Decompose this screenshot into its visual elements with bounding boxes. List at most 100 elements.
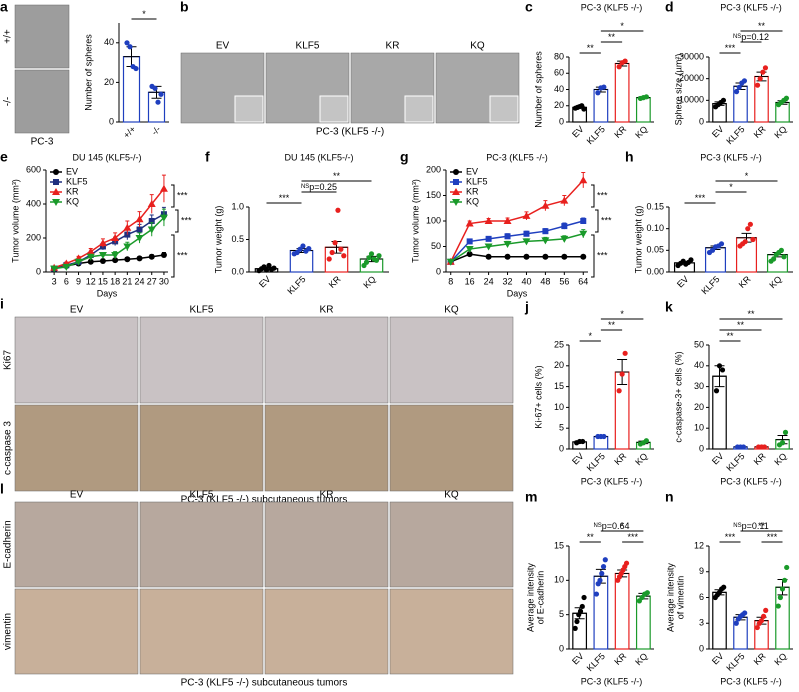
data-point bbox=[338, 246, 344, 252]
x-tick-label: KR bbox=[737, 274, 753, 290]
panel-letter: k bbox=[665, 299, 673, 315]
image-caption: PC-3 (KLF5 -/-) subcutaneous tumors bbox=[181, 678, 348, 689]
data-point bbox=[485, 235, 492, 242]
y-tick-label: 0 bbox=[699, 116, 704, 126]
y-tick-label: 0.05 bbox=[646, 245, 664, 255]
data-point bbox=[368, 251, 375, 257]
data-point bbox=[74, 258, 83, 266]
data-point bbox=[750, 236, 756, 243]
data-point bbox=[542, 228, 549, 235]
data-point bbox=[775, 603, 781, 609]
significance-label: NSp=0.11 bbox=[733, 521, 768, 531]
column-label: KLF5 bbox=[296, 41, 320, 52]
data-point bbox=[643, 94, 649, 100]
y-tick-label: 0.10 bbox=[646, 223, 664, 233]
data-point bbox=[579, 176, 588, 184]
y-tick-label: 80 bbox=[554, 51, 564, 61]
x-tick-label: KLF5 bbox=[699, 274, 721, 296]
data-point bbox=[619, 371, 625, 377]
data-point bbox=[136, 255, 143, 262]
significance-label: *** bbox=[597, 190, 608, 200]
significance-label: *** bbox=[601, 215, 612, 225]
x-tick-label: KLF5 bbox=[724, 124, 746, 146]
y-axis-label: Sphere size (µm²) bbox=[673, 54, 683, 126]
data-point bbox=[719, 367, 726, 373]
significance-text: * bbox=[142, 9, 146, 19]
data-point bbox=[446, 258, 455, 266]
significance-label: ** bbox=[587, 43, 595, 53]
micrograph bbox=[264, 316, 389, 404]
significance-ns: NS bbox=[593, 523, 601, 529]
image-caption: PC-3 (KLF5 -/-) bbox=[316, 127, 384, 138]
significance-text: p=0.64 bbox=[602, 521, 630, 531]
column-label: KR bbox=[320, 490, 334, 501]
panel-letter: n bbox=[665, 489, 674, 505]
series-line bbox=[53, 213, 165, 270]
data-point bbox=[124, 256, 131, 263]
x-tick-label: KQ bbox=[772, 451, 788, 467]
data-point bbox=[560, 196, 569, 204]
y-tick-label: 150 bbox=[426, 190, 441, 200]
chart-title: PC-3 (KLF5 -/-) bbox=[720, 2, 782, 12]
data-point bbox=[50, 265, 59, 273]
data-point bbox=[600, 564, 607, 570]
chart-title: DU 145 (KLF5-/-) bbox=[284, 152, 353, 162]
data-point bbox=[579, 230, 588, 238]
y-tick-label: 0 bbox=[559, 116, 564, 126]
y-axis-label: of vimentin bbox=[675, 576, 685, 620]
panel-letter: b bbox=[180, 0, 189, 15]
significance-label: *** bbox=[695, 193, 706, 203]
data-point bbox=[580, 253, 587, 260]
data-point bbox=[783, 95, 790, 101]
significance-text: p=0.12 bbox=[741, 32, 769, 42]
data-point bbox=[643, 438, 649, 444]
bar bbox=[712, 375, 727, 450]
micrograph bbox=[264, 501, 389, 588]
significance-text: *** bbox=[695, 193, 706, 203]
legend-label: KR bbox=[466, 186, 479, 196]
significance-label: *** bbox=[725, 43, 736, 53]
data-point bbox=[560, 235, 569, 243]
data-point bbox=[542, 253, 549, 260]
column-label: KQ bbox=[444, 305, 459, 316]
legend-marker bbox=[52, 199, 60, 206]
y-tick-label: 40 bbox=[554, 84, 564, 94]
chart-title: PC-3 (KLF5 -/-) bbox=[581, 2, 643, 12]
x-tick-label: EV bbox=[570, 451, 586, 467]
y-tick-label: 30000 bbox=[679, 51, 704, 61]
x-tick-label: 6 bbox=[64, 276, 69, 286]
x-axis-label: PC-3 (KLF5 -/-) bbox=[581, 676, 643, 686]
legend-marker bbox=[453, 169, 459, 175]
legend-marker bbox=[52, 188, 60, 195]
x-tick-label: KLF5 bbox=[724, 651, 746, 673]
x-tick-label: -/- bbox=[150, 124, 163, 137]
bar bbox=[712, 591, 727, 650]
significance-text: p=0.25 bbox=[309, 182, 337, 192]
image-caption: PC-3 bbox=[31, 137, 54, 148]
data-point bbox=[733, 89, 740, 95]
x-tick-label: 24 bbox=[484, 276, 494, 286]
significance-label: * bbox=[142, 9, 146, 19]
significance-text: * bbox=[729, 182, 733, 192]
x-tick-label: KLF5 bbox=[585, 451, 607, 473]
significance-label: ** bbox=[758, 21, 766, 31]
x-tick-label: 15 bbox=[98, 276, 108, 286]
micrograph bbox=[139, 316, 264, 404]
y-axis-label: Average intensity bbox=[525, 563, 535, 632]
data-point bbox=[522, 238, 531, 246]
x-tick-label: KQ bbox=[633, 651, 649, 667]
data-point bbox=[522, 211, 531, 219]
data-point bbox=[574, 618, 580, 625]
data-point bbox=[577, 608, 584, 614]
data-point bbox=[740, 444, 747, 450]
y-tick-label: 20000 bbox=[679, 73, 704, 83]
row-label: Ki67 bbox=[3, 350, 14, 370]
data-point bbox=[754, 624, 760, 631]
x-tick-label: KLF5 bbox=[724, 451, 746, 473]
data-point bbox=[779, 440, 786, 446]
data-point bbox=[718, 241, 725, 247]
x-tick-label: KLF5 bbox=[585, 124, 607, 146]
significance-label: *** bbox=[597, 250, 608, 260]
data-point bbox=[742, 239, 748, 245]
